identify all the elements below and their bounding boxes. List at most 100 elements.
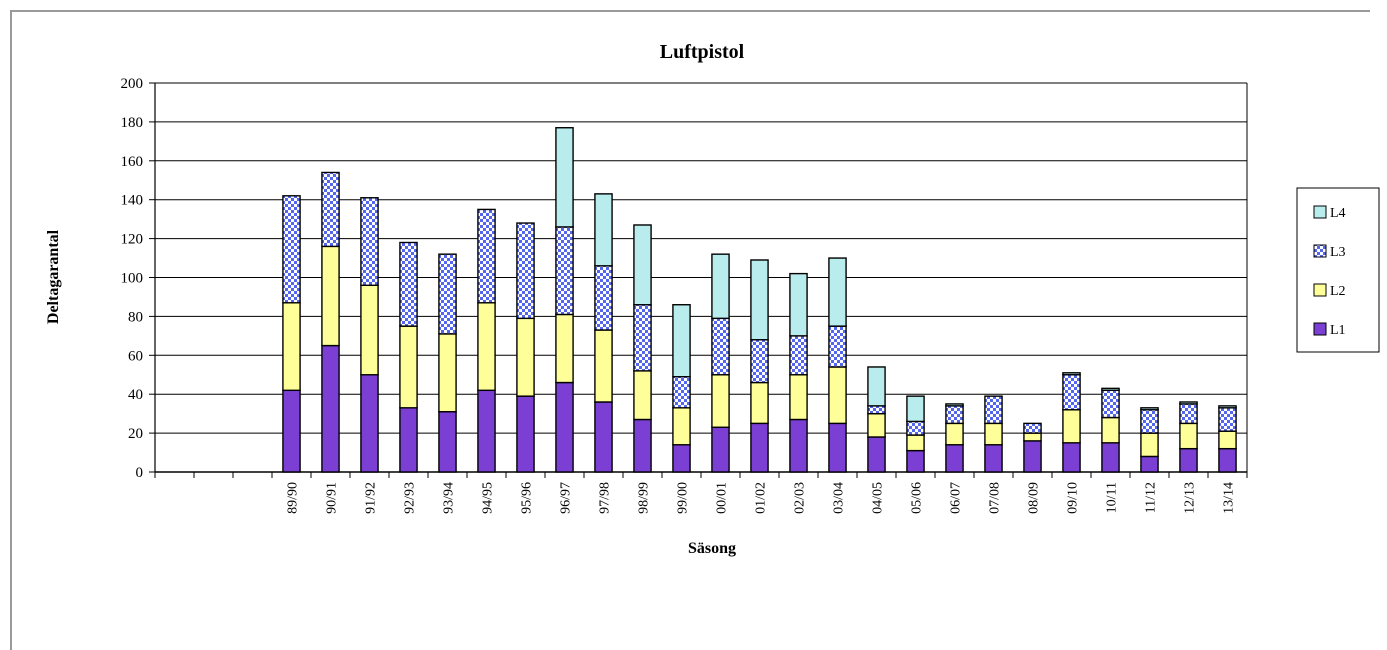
bar-segment-l1 xyxy=(1023,440,1042,473)
x-tick-label: 00/01 xyxy=(715,482,730,514)
chart-title: Luftpistol xyxy=(660,41,745,63)
bar-segment-l4 xyxy=(594,193,613,267)
bar-segment-l2 xyxy=(711,374,730,428)
bar-segment-l1 xyxy=(399,407,418,473)
bar-segment-l3 xyxy=(1023,422,1042,434)
bar-segment-l3 xyxy=(477,208,496,304)
bar-segment-l2 xyxy=(906,434,925,452)
bar-segment-l4 xyxy=(1101,387,1120,392)
bar-segment-l3 xyxy=(360,197,379,286)
bar-segment-l1 xyxy=(984,444,1003,473)
bar-segment-l3 xyxy=(672,375,691,409)
bar-segment-l3 xyxy=(282,195,301,304)
bar-segment-l2 xyxy=(516,317,535,397)
bar-segment-l4 xyxy=(945,403,964,407)
bar-segment-l1 xyxy=(555,381,574,473)
bar-segment-l3 xyxy=(1101,389,1120,419)
bar-segment-l4 xyxy=(1218,405,1237,409)
bar-segment-l4 xyxy=(1140,407,1159,411)
bar-segment-l2 xyxy=(282,302,301,392)
x-tick-label: 12/13 xyxy=(1183,482,1198,514)
bar-segment-l2 xyxy=(438,333,457,413)
x-tick-label: 01/02 xyxy=(754,482,769,514)
x-tick-label: 98/99 xyxy=(637,482,652,514)
x-tick-label: 91/92 xyxy=(364,482,379,514)
bar-segment-l1 xyxy=(321,344,340,473)
bar-segment-l3 xyxy=(1179,403,1198,425)
bar-segment-l1 xyxy=(906,449,925,473)
bar-segment-l1 xyxy=(360,374,379,473)
y-tick-label: 140 xyxy=(121,193,144,209)
bar-segment-l2 xyxy=(789,374,808,421)
y-tick-label: 80 xyxy=(128,309,143,325)
x-tick-label: 03/04 xyxy=(832,482,847,514)
bar-segment-l4 xyxy=(750,259,769,341)
bar-segment-l2 xyxy=(399,325,418,409)
bar-segment-l4 xyxy=(711,253,730,320)
bar-segment-l3 xyxy=(906,420,925,436)
bar-segment-l2 xyxy=(750,381,769,425)
legend-label-l4: L4 xyxy=(1330,206,1346,221)
bar-segment-l4 xyxy=(633,224,652,306)
x-tick-label: 99/00 xyxy=(676,482,691,514)
bar-segment-l2 xyxy=(828,366,847,425)
legend-box xyxy=(1296,187,1380,353)
x-tick-label: 06/07 xyxy=(949,482,964,514)
bar-segment-l1 xyxy=(516,395,535,473)
x-tick-label: 11/12 xyxy=(1144,482,1159,513)
bar-segment-l1 xyxy=(594,401,613,473)
x-tick-label: 10/11 xyxy=(1105,482,1120,513)
y-tick-label: 40 xyxy=(128,387,143,403)
y-tick-label: 200 xyxy=(121,76,144,92)
bar-segment-l3 xyxy=(867,405,886,415)
bar-segment-l1 xyxy=(1062,442,1081,473)
y-tick-label: 20 xyxy=(128,426,143,442)
bar-segment-l1 xyxy=(789,418,808,473)
x-tick-label: 90/91 xyxy=(325,482,340,514)
x-tick-label: 94/95 xyxy=(481,482,496,514)
y-axis-title: Deltagarantal xyxy=(45,229,62,324)
bar-segment-l3 xyxy=(594,265,613,331)
x-tick-label: 07/08 xyxy=(988,482,1003,514)
bar-segment-l2 xyxy=(1218,430,1237,450)
bar-segment-l3 xyxy=(945,405,964,425)
bar-segment-l2 xyxy=(867,412,886,438)
legend-swatch-l3 xyxy=(1313,244,1327,258)
y-tick-label: 160 xyxy=(121,154,144,170)
x-tick-label: 02/03 xyxy=(793,482,808,514)
bar-segment-l1 xyxy=(477,389,496,473)
bar-segment-l1 xyxy=(711,426,730,473)
bar-segment-l1 xyxy=(1218,447,1237,473)
bar-segment-l4 xyxy=(1179,401,1198,405)
bar-segment-l3 xyxy=(1218,407,1237,432)
bar-segment-l1 xyxy=(750,422,769,473)
x-tick-label: 93/94 xyxy=(442,482,457,514)
bar-segment-l3 xyxy=(789,335,808,376)
bar-segment-l3 xyxy=(399,241,418,327)
bar-segment-l3 xyxy=(1062,374,1081,411)
bar-segment-l3 xyxy=(984,395,1003,425)
plot-area: 0 20 40 60 80 100 120 140 160 180 200 89/90 90/91 91/… xyxy=(121,76,1248,514)
x-tick-label: 04/05 xyxy=(871,482,886,514)
x-tick-label: 96/97 xyxy=(559,482,574,514)
bar-segment-l2 xyxy=(945,422,964,446)
y-tick-label: 120 xyxy=(121,232,144,248)
x-tick-label: 13/14 xyxy=(1222,482,1237,514)
bar-segment-l1 xyxy=(945,444,964,473)
bar-segment-l2 xyxy=(672,407,691,446)
bar-segment-l1 xyxy=(1101,442,1120,473)
legend-label-l1: L1 xyxy=(1330,323,1346,338)
bar-segment-l2 xyxy=(1062,409,1081,444)
bar-segment-l3 xyxy=(438,253,457,335)
bar-segment-l3 xyxy=(711,317,730,376)
bar-segment-l4 xyxy=(672,304,691,378)
x-tick-label: 89/90 xyxy=(286,482,301,514)
bar-segment-l2 xyxy=(321,245,340,347)
bar-segment-l2 xyxy=(555,313,574,384)
x-axis-title: Säsong xyxy=(688,540,736,557)
bar-segment-l1 xyxy=(438,411,457,473)
bar-segment-l1 xyxy=(1140,455,1159,473)
x-tick-label: 08/09 xyxy=(1027,482,1042,514)
x-tick-label: 92/93 xyxy=(403,482,418,514)
